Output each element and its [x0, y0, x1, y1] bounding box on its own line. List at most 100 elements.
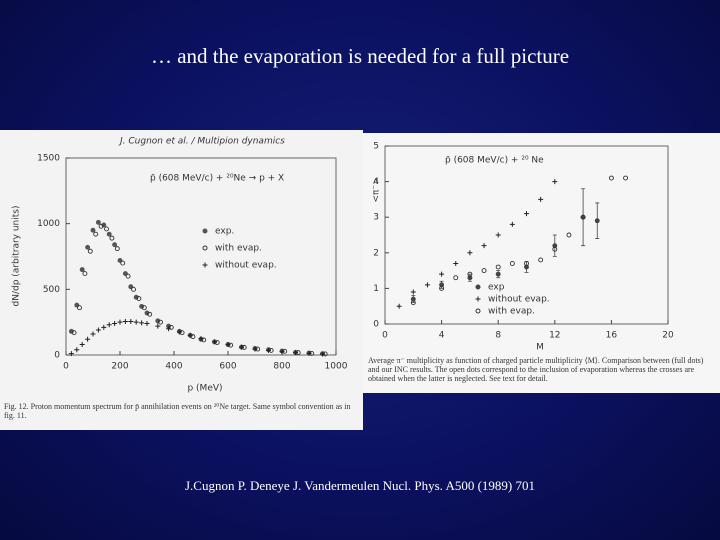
data-point: [198, 336, 204, 342]
data-point: [266, 347, 271, 353]
data-point: [112, 320, 118, 326]
x-tick-label: 1000: [325, 362, 348, 372]
figure-header: J. Cugnon et al. / Multipion dynamics: [118, 137, 285, 147]
data-point: [252, 346, 258, 352]
legend-marker: [475, 308, 481, 314]
caption: Fig. 12. Proton momentum spectrum for p̄…: [4, 402, 351, 420]
x-tick-label: 600: [219, 362, 236, 372]
y-tick-label: 0: [373, 320, 379, 330]
data-point: [68, 351, 74, 357]
data-point: [566, 232, 572, 238]
data-point: [495, 264, 501, 270]
caption: Average π⁻ multiplicity as function of c…: [368, 356, 704, 383]
y-axis-label: dN/dp (arbitrary units): [12, 206, 22, 307]
y-tick-label: 3: [373, 213, 379, 223]
data-point: [293, 350, 298, 356]
data-point: [141, 305, 147, 311]
data-point: [136, 296, 142, 301]
data-point: [214, 340, 220, 345]
y-tick-label: 5: [373, 142, 379, 152]
data-point: [538, 196, 544, 202]
data-point: [106, 231, 112, 237]
data-point: [467, 271, 473, 277]
legend-marker: [202, 228, 208, 234]
data-point: [104, 226, 109, 232]
data-point: [98, 223, 104, 229]
figure-panel: [363, 133, 720, 393]
data-point: [125, 273, 131, 279]
data-point: [453, 275, 459, 281]
data-point: [74, 347, 80, 353]
citation: J.Cugnon P. Deneye J. Vandermeulen Nucl.…: [184, 478, 535, 493]
data-point: [495, 232, 501, 238]
data-point: [120, 260, 126, 266]
data-point: [90, 331, 96, 337]
legend-label: without evap.: [488, 295, 550, 305]
x-tick-label: 12: [549, 331, 560, 341]
legend-marker: [475, 296, 481, 302]
plot-frame: [65, 157, 337, 356]
legend-label: exp.: [215, 227, 234, 237]
data-point: [155, 323, 161, 329]
y-tick-label: 4: [373, 177, 379, 187]
data-point: [77, 305, 82, 311]
data-point: [133, 319, 139, 325]
data-point: [538, 257, 544, 263]
data-point: [424, 282, 430, 288]
y-tick-label: 1500: [37, 154, 60, 164]
data-point: [320, 351, 325, 357]
data-point: [168, 324, 174, 330]
data-point: [93, 231, 99, 237]
legend-marker: [202, 262, 208, 268]
data-point: [580, 214, 586, 220]
figure-panel: [0, 130, 363, 430]
data-point: [117, 319, 123, 325]
data-point: [95, 327, 101, 333]
x-tick-label: 4: [439, 331, 445, 341]
data-point: [71, 330, 77, 336]
data-point: [552, 179, 558, 185]
data-point: [90, 227, 96, 233]
data-point: [495, 271, 501, 277]
data-point: [201, 337, 207, 343]
x-tick-label: 0: [63, 362, 69, 372]
data-point: [82, 271, 88, 277]
data-point: [410, 300, 416, 306]
data-point: [524, 211, 529, 217]
x-tick-label: 400: [165, 362, 182, 372]
data-point: [101, 324, 107, 330]
data-point: [453, 260, 459, 266]
data-point: [396, 303, 402, 309]
x-tick-label: 8: [495, 331, 501, 341]
data-point: [139, 320, 145, 326]
data-point: [179, 330, 185, 336]
data-point: [190, 334, 196, 340]
data-point: [85, 336, 91, 342]
data-point: [623, 175, 628, 181]
legend-label: with evap.: [488, 307, 535, 317]
data-point: [187, 332, 193, 338]
x-tick-label: 20: [662, 331, 674, 341]
data-point: [481, 268, 487, 274]
y-tick-label: 0: [54, 351, 60, 361]
data-point: [212, 339, 217, 345]
data-point: [112, 242, 118, 248]
y-tick-label: 1000: [37, 219, 60, 229]
data-point: [439, 285, 445, 291]
data-point: [144, 320, 150, 326]
data-point: [306, 350, 312, 356]
data-point: [128, 319, 134, 325]
x-tick-label: 0: [382, 331, 388, 341]
data-point: [608, 175, 614, 181]
legend-label: with evap.: [215, 244, 262, 254]
data-point: [147, 311, 153, 317]
x-tick-label: 800: [273, 362, 290, 372]
data-point: [552, 246, 558, 252]
data-point: [176, 329, 182, 335]
data-point: [228, 342, 234, 348]
y-tick-label: 2: [373, 248, 379, 258]
plot-title: p̄ (608 MeV/c) + ²⁰Ne → p + X: [150, 174, 284, 184]
data-point: [158, 319, 163, 325]
